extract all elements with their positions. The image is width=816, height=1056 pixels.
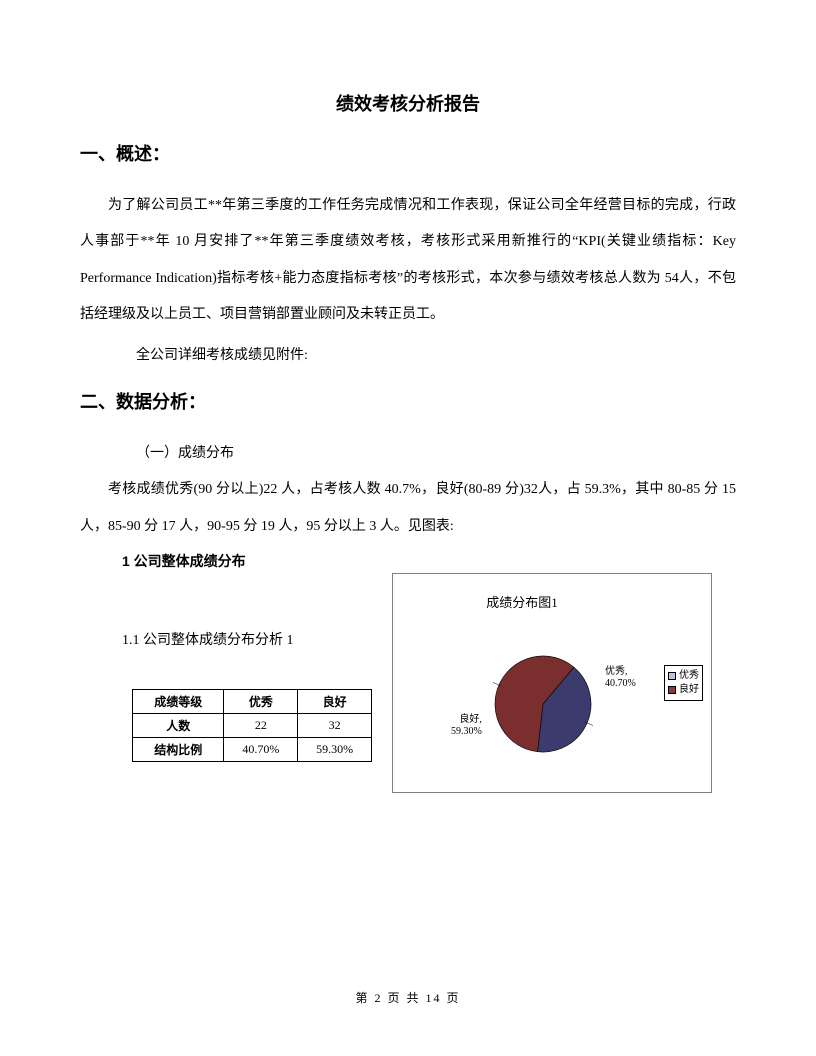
pie-label-pct: 40.70% — [605, 678, 636, 689]
table-row: 结构比例 40.70% 59.30% — [133, 738, 372, 762]
pie-chart: 成绩分布图1 优秀, 40.70% 良好, 59.30% 优秀 良好 — [392, 573, 712, 793]
legend-item: 优秀 — [668, 669, 699, 683]
legend-label: 优秀 — [679, 669, 699, 683]
table-cell: 40.70% — [224, 738, 298, 762]
pie-label-text: 优秀 — [605, 666, 625, 677]
page-footer: 第 2 页 共 14 页 — [0, 989, 816, 1006]
pie-label-text: 良好 — [459, 714, 479, 725]
section2-sub1: （一）成绩分布 — [80, 436, 736, 472]
table-header-row: 成绩等级 优秀 良好 — [133, 690, 372, 714]
table-cell: 22 — [224, 714, 298, 738]
score-table: 成绩等级 优秀 良好 人数 22 32 结构比例 40.70% 59.30% — [132, 689, 372, 762]
table-cell: 59.30% — [298, 738, 372, 762]
section2-para1: 考核成绩优秀(90 分以上)22 人，占考核人数 40.7%，良好(80-89 … — [80, 472, 736, 545]
table-row: 人数 22 32 — [133, 714, 372, 738]
section2-heading: 二、数据分析： — [80, 388, 736, 414]
section1-para1: 为了解公司员工**年第三季度的工作任务完成情况和工作表现，保证公司全年经营目标的… — [80, 188, 736, 334]
pie-label-pct: 59.30% — [451, 726, 482, 737]
section1-para2: 全公司详细考核成绩见附件: — [80, 338, 736, 374]
pie-label-excellent: 优秀, 40.70% — [605, 666, 636, 690]
legend-item: 良好 — [668, 683, 699, 697]
legend-label: 良好 — [679, 683, 699, 697]
table-cell: 32 — [298, 714, 372, 738]
table-cell: 人数 — [133, 714, 224, 738]
pie-svg — [493, 654, 593, 754]
page-title: 绩效考核分析报告 — [80, 90, 736, 116]
table-header: 成绩等级 — [133, 690, 224, 714]
table-cell: 结构比例 — [133, 738, 224, 762]
pie-wrap — [493, 654, 593, 754]
section2-h3sub: 1.1 公司整体成绩分布分析 1 — [122, 629, 380, 649]
section1-heading: 一、概述： — [80, 140, 736, 166]
table-header: 优秀 — [224, 690, 298, 714]
chart-title: 成绩分布图1 — [393, 592, 651, 611]
pie-label-good: 良好, 59.30% — [451, 714, 482, 738]
legend-swatch — [668, 686, 676, 694]
section2-h3: 1 公司整体成绩分布 — [80, 551, 736, 571]
legend-swatch — [668, 672, 676, 680]
table-header: 良好 — [298, 690, 372, 714]
chart-legend: 优秀 良好 — [664, 665, 703, 701]
